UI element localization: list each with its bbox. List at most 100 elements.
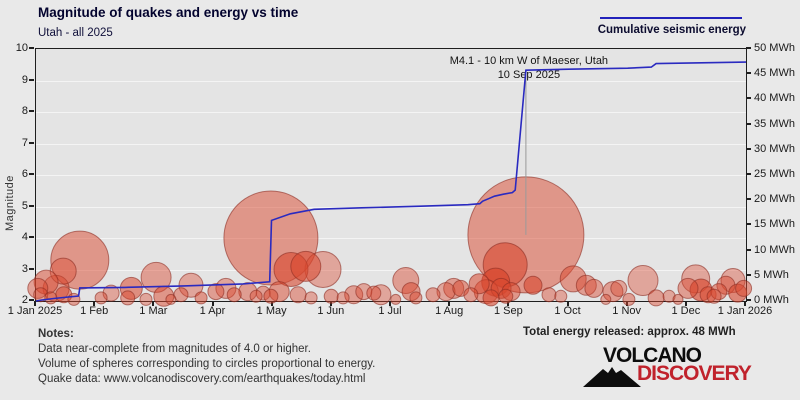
y-right-label: 5 MWh [754, 268, 789, 281]
quake-bubble[interactable] [249, 289, 263, 303]
y-right-label: 40 MWh [754, 92, 795, 105]
quake-bubble-and-energy-line-canvas [27, 61, 753, 307]
quake-bubble[interactable] [706, 288, 722, 304]
x-label: 1 Nov [612, 305, 642, 317]
quake-bubble[interactable] [735, 279, 753, 297]
quake-bubble[interactable] [662, 289, 676, 303]
quake-bubble[interactable] [165, 293, 177, 305]
x-label: 1 Sep [493, 305, 523, 317]
quake-annotation: M4.1 - 10 km W of Maeser, Utah 10 Sep 20… [450, 54, 608, 82]
x-label: 1 Apr [199, 305, 226, 317]
quake-bubble[interactable] [94, 291, 108, 305]
y-right-label: 45 MWh [754, 67, 795, 80]
x-tick [507, 301, 510, 306]
quake-bubble[interactable] [173, 287, 189, 303]
y-left-label: 8 [21, 105, 28, 117]
y-right-tick [746, 273, 751, 276]
quake-bubble[interactable] [289, 286, 307, 304]
quake-bubble[interactable] [559, 265, 587, 293]
quake-bubble[interactable] [672, 293, 684, 305]
quake-bubble[interactable] [194, 291, 208, 305]
quake-bubble[interactable] [498, 288, 514, 304]
quake-bubble[interactable] [584, 278, 604, 298]
quake-bubble[interactable] [263, 288, 279, 304]
y-right-label: 20 MWh [754, 193, 795, 206]
quake-annotation-date: 10 Sep 2025 [497, 69, 561, 81]
x-tick [625, 301, 628, 306]
quake-bubble[interactable] [600, 293, 612, 305]
y-left-label: 3 [21, 262, 28, 275]
x-tick [93, 301, 96, 306]
y-left-label: 6 [21, 168, 28, 180]
cumulative-energy-line [35, 61, 747, 302]
y-left-tick [29, 47, 34, 49]
quake-bubble[interactable] [207, 283, 225, 301]
quake-bubble[interactable] [290, 250, 322, 282]
volcanodiscovery-logo[interactable]: VOLCANO DISCOVERY [583, 344, 758, 390]
quake-bubble[interactable] [647, 289, 665, 307]
x-label: 1 Jul [378, 305, 402, 317]
quake-bubble[interactable] [304, 291, 318, 305]
quake-bubble[interactable] [523, 275, 543, 295]
quake-bubble[interactable] [463, 287, 479, 303]
y-right-label: 30 MWh [754, 142, 795, 155]
gridline-mag-9 [36, 80, 746, 82]
quake-bubble[interactable] [226, 287, 242, 303]
quake-bubble[interactable] [610, 279, 628, 297]
y-left-label: 4 [21, 231, 28, 243]
x-label: 1 Feb [80, 305, 109, 317]
y-right-tick [746, 147, 751, 150]
logo-word-discovery: DISCOVERY [637, 362, 752, 385]
quake-bubble[interactable] [355, 283, 373, 301]
quake-bubble[interactable] [627, 265, 659, 296]
y-right-tick [746, 248, 751, 251]
y-right-tick [746, 223, 751, 226]
y-left-tick [29, 204, 34, 207]
quake-bubble[interactable] [323, 288, 339, 304]
quake-bubble[interactable] [366, 285, 382, 301]
volcano-icon [583, 367, 641, 387]
note-line-1: Data near-complete from magnitudes of 4.… [38, 343, 311, 355]
gridline-mag-7 [36, 143, 746, 145]
total-energy-released: Total energy released: approx. 48 MWh [523, 326, 736, 338]
quake-bubble[interactable] [119, 276, 143, 300]
quake-bubble[interactable] [554, 289, 568, 303]
gridline-mag-6 [36, 175, 746, 176]
quake-bubble[interactable] [622, 292, 636, 306]
quake-bubble[interactable] [482, 289, 500, 307]
y-right-label: 35 MWh [754, 117, 795, 130]
logo-word-volcano: VOLCANO [603, 343, 702, 368]
gridline-mag-8 [36, 112, 746, 113]
quake-bubble[interactable] [401, 282, 421, 302]
y-right-tick [746, 173, 751, 175]
y-right-label: 10 MWh [754, 243, 795, 256]
x-tick [34, 301, 36, 306]
x-tick [684, 301, 687, 306]
x-label: 1 Jan 2026 [717, 305, 773, 317]
quake-bubble[interactable] [677, 277, 699, 299]
y-left-label: 2 [21, 294, 28, 306]
y-left-tick [29, 299, 34, 301]
y-right-tick [746, 97, 751, 100]
quake-bubble[interactable] [425, 287, 441, 303]
page-title: Magnitude of quakes and energy vs time [38, 5, 299, 20]
quake-bubble[interactable] [336, 291, 350, 305]
y-right-tick [746, 72, 751, 75]
y-left-label: 9 [21, 73, 28, 86]
y-left-tick [29, 236, 34, 238]
quake-bubble[interactable] [541, 287, 557, 303]
quake-bubble[interactable] [409, 291, 423, 305]
quake-bubble[interactable] [33, 287, 49, 303]
x-label: 1 Oct [554, 305, 581, 317]
quake-bubble[interactable] [575, 274, 597, 296]
gridline-mag-4 [36, 238, 746, 239]
quake-bubble[interactable] [139, 292, 153, 306]
quake-bubble[interactable] [120, 290, 136, 306]
x-label: 1 May [256, 305, 287, 317]
y-right-label: 0 MWh [754, 294, 789, 306]
note-line-3[interactable]: Quake data: www.volcanodiscovery.com/ear… [38, 373, 366, 385]
quake-bubble[interactable] [390, 293, 402, 305]
chart-subtitle: Utah - all 2025 [38, 27, 113, 39]
y-right-label: 25 MWh [754, 168, 795, 180]
